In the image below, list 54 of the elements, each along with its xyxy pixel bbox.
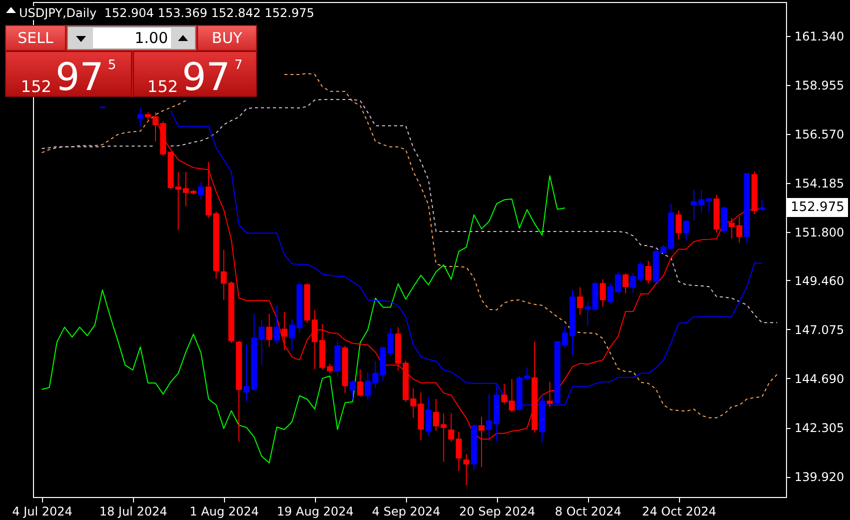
line-series xyxy=(41,175,566,464)
candlestick xyxy=(546,381,553,408)
annotation: 97 xyxy=(182,55,230,99)
x-tick-label: 19 Aug 2024 xyxy=(276,504,354,518)
annotation: 7 xyxy=(234,58,243,73)
annotation: SELL xyxy=(5,25,66,51)
candlestick xyxy=(456,431,462,472)
candlestick xyxy=(274,306,280,344)
y-tick-label: 154.185 xyxy=(794,176,844,191)
annotation: 5 xyxy=(108,58,116,73)
annotation: 97 xyxy=(55,55,104,99)
y-tick-label: 144.690 xyxy=(794,372,844,386)
x-tick-label: 4 Jul 2024 xyxy=(12,504,72,518)
candlestick xyxy=(759,199,766,212)
x-tick-label: 24 Oct 2024 xyxy=(642,504,716,518)
y-tick-label: 147.075 xyxy=(794,322,844,337)
x-tick-label: 8 Oct 2024 xyxy=(554,504,622,518)
candlestick xyxy=(622,272,629,294)
candlestick xyxy=(584,301,591,326)
candlestick xyxy=(676,210,682,240)
y-tick-label: 142.305 xyxy=(794,421,844,436)
candlestick xyxy=(448,412,454,442)
y-tick-label: 151.800 xyxy=(794,226,844,240)
candlestick xyxy=(721,206,728,234)
candlestick xyxy=(728,218,735,239)
candlestick xyxy=(645,260,652,284)
annotation: 152 xyxy=(20,77,52,96)
text: 152.975 xyxy=(787,198,848,217)
x-tick-label: 4 Sep 2024 xyxy=(372,504,440,518)
annotation: 152 xyxy=(147,77,178,96)
chart-title: USDJPY,Daily 152.904 153.369 152.842 152.975 xyxy=(19,6,318,20)
candlestick xyxy=(463,454,470,486)
candlestick xyxy=(577,286,584,316)
candlestick xyxy=(425,396,432,436)
candlestick xyxy=(350,380,356,400)
candlestick xyxy=(137,107,144,127)
annotation: 1.00 xyxy=(93,28,171,48)
candlestick xyxy=(736,216,742,243)
candlestick xyxy=(357,368,364,398)
y-tick-label: 149.460 xyxy=(794,274,844,288)
annotation: BUY xyxy=(197,25,257,51)
candlestick xyxy=(600,278,606,308)
y-tick-label: 156.570 xyxy=(794,127,844,142)
candlestick xyxy=(281,311,288,351)
y-tick-label: 158.955 xyxy=(794,78,844,92)
x-tick-label: 18 Jul 2024 xyxy=(99,504,168,518)
x-tick-label: 20 Sep 2024 xyxy=(459,504,536,518)
y-tick-label: 139.920 xyxy=(794,470,844,484)
candlestick xyxy=(198,182,204,200)
x-tick-label: 1 Aug 2024 xyxy=(190,504,259,518)
candlestick xyxy=(266,313,272,348)
y-tick-label: 161.340 xyxy=(794,29,844,44)
quantity-spinner: 1.00 xyxy=(67,26,196,50)
candlestick xyxy=(683,219,690,242)
